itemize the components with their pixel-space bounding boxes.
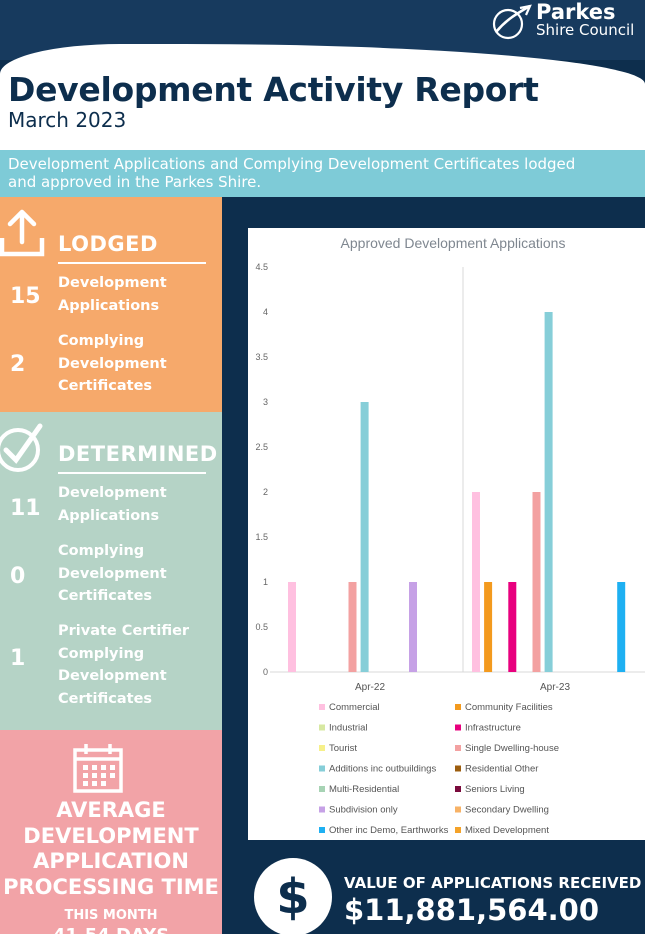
- determined-da-count: 11: [10, 496, 41, 521]
- chart-bar: [472, 492, 480, 672]
- title-panel: [0, 44, 645, 152]
- lodged-panel: [0, 197, 222, 412]
- legend-label: Multi-Residential: [329, 784, 399, 795]
- chart-title: Approved Development Applications: [341, 235, 566, 251]
- legend-label: Infrastructure: [465, 723, 521, 734]
- determined-cdc-count: 0: [10, 564, 26, 589]
- legend-swatch: [455, 704, 461, 710]
- intro-text: Development Applications and Complying D…: [8, 155, 576, 191]
- y-tick-label: 0: [263, 667, 268, 677]
- determined-cdc-label: Complying Development Certificates: [58, 543, 167, 604]
- legend-swatch: [455, 765, 461, 772]
- council-logo: Parkes Shire Council: [490, 0, 645, 42]
- legend-label: Industrial: [329, 723, 368, 734]
- determined-private-count: 1: [10, 646, 26, 671]
- chart-panel: Approved Development Applications 0 0.5 1 1.…: [248, 228, 645, 840]
- legend-label: Community Facilities: [465, 702, 553, 713]
- average-value: 41.54 DAYS: [0, 925, 222, 934]
- average-heading: AVERAGE DEVELOPMENT APPLICATION PROCESSI…: [3, 798, 219, 899]
- legend-swatch: [319, 765, 325, 772]
- legend-swatch: [319, 745, 325, 751]
- lodged-heading: LODGED: [58, 232, 158, 256]
- legend-swatch: [319, 827, 325, 833]
- upload-tray-icon: [0, 209, 45, 257]
- chart-bar: [508, 582, 517, 672]
- y-tick-label: 1: [263, 577, 268, 587]
- legend-label: Tourist: [329, 743, 357, 754]
- determined-divider: [58, 472, 206, 474]
- y-tick-label: 2.5: [255, 442, 268, 452]
- logo-name: Parkes: [536, 0, 616, 24]
- lodged-divider: [58, 262, 206, 264]
- legend-swatch: [455, 827, 461, 833]
- legend-swatch: [319, 704, 325, 710]
- y-tick-label: 1.5: [255, 532, 268, 542]
- report-month: March 2023: [8, 108, 127, 132]
- chart-bar: [484, 582, 493, 672]
- dollar-icon: $: [254, 858, 332, 934]
- legend-label: Additions inc outbuildings: [329, 764, 436, 775]
- x-tick-label: Apr-22: [355, 682, 385, 693]
- average-time-panel: [0, 730, 222, 934]
- determined-heading: DETERMINED: [58, 442, 218, 466]
- legend-swatch: [319, 806, 325, 813]
- legend-label: Residential Other: [465, 764, 538, 775]
- legend-label: Other inc Demo, Earthworks: [329, 825, 449, 836]
- x-tick-label: Apr-23: [540, 682, 570, 693]
- chart-bar: [617, 582, 626, 672]
- y-tick-label: 4: [263, 307, 268, 317]
- chart-bar: [409, 582, 417, 672]
- lodged-da-count: 15: [10, 284, 41, 309]
- intro-band: [0, 150, 645, 197]
- legend-label: Commercial: [329, 702, 380, 713]
- determined-private-label: Private Certifier Complying Development …: [58, 623, 190, 707]
- legend-swatch: [455, 745, 461, 751]
- legend-label: Mixed Development: [465, 825, 549, 836]
- calendar-icon: [73, 744, 123, 793]
- legend-swatch: [319, 786, 325, 792]
- chart-bar: [532, 492, 541, 672]
- value-amount: $11,881,564.00: [344, 893, 600, 927]
- value-label: VALUE OF APPLICATIONS RECEIVED: [344, 874, 642, 892]
- lodged-da-label: Development Applications: [58, 275, 167, 314]
- y-tick-label: 2: [263, 487, 268, 497]
- logo-subtitle: Shire Council: [536, 21, 635, 39]
- legend-swatch: [319, 724, 325, 731]
- legend-label: Subdivision only: [329, 805, 398, 816]
- determined-panel: [0, 412, 222, 730]
- y-tick-label: 0.5: [255, 622, 268, 632]
- average-subheading: THIS MONTH: [64, 908, 158, 923]
- y-tick-label: 3.5: [255, 352, 268, 362]
- lodged-cdc-count: 2: [10, 352, 26, 377]
- chart-bar: [288, 582, 296, 672]
- legend-swatch: [455, 806, 461, 813]
- legend-label: Seniors Living: [465, 784, 525, 795]
- legend-label: Secondary Dwelling: [465, 805, 549, 816]
- chart-bar: [348, 582, 357, 672]
- chart-bar: [360, 402, 369, 672]
- logo-emblem-icon: [492, 4, 532, 40]
- legend-swatch: [455, 786, 461, 792]
- approved-da-chart: Approved Development Applications 0 0.5 1 1.…: [255, 235, 645, 836]
- y-tick-label: 4.5: [255, 262, 268, 272]
- y-tick-label: 3: [263, 397, 268, 407]
- lodged-cdc-label: Complying Development Certificates: [58, 333, 167, 394]
- checkmark-circle-icon: [0, 423, 43, 472]
- legend-swatch: [455, 724, 461, 731]
- page-title: Development Activity Report: [8, 70, 539, 109]
- determined-da-label: Development Applications: [58, 485, 167, 524]
- chart-bar: [544, 312, 553, 672]
- legend-label: Single Dwelling-house: [465, 743, 559, 754]
